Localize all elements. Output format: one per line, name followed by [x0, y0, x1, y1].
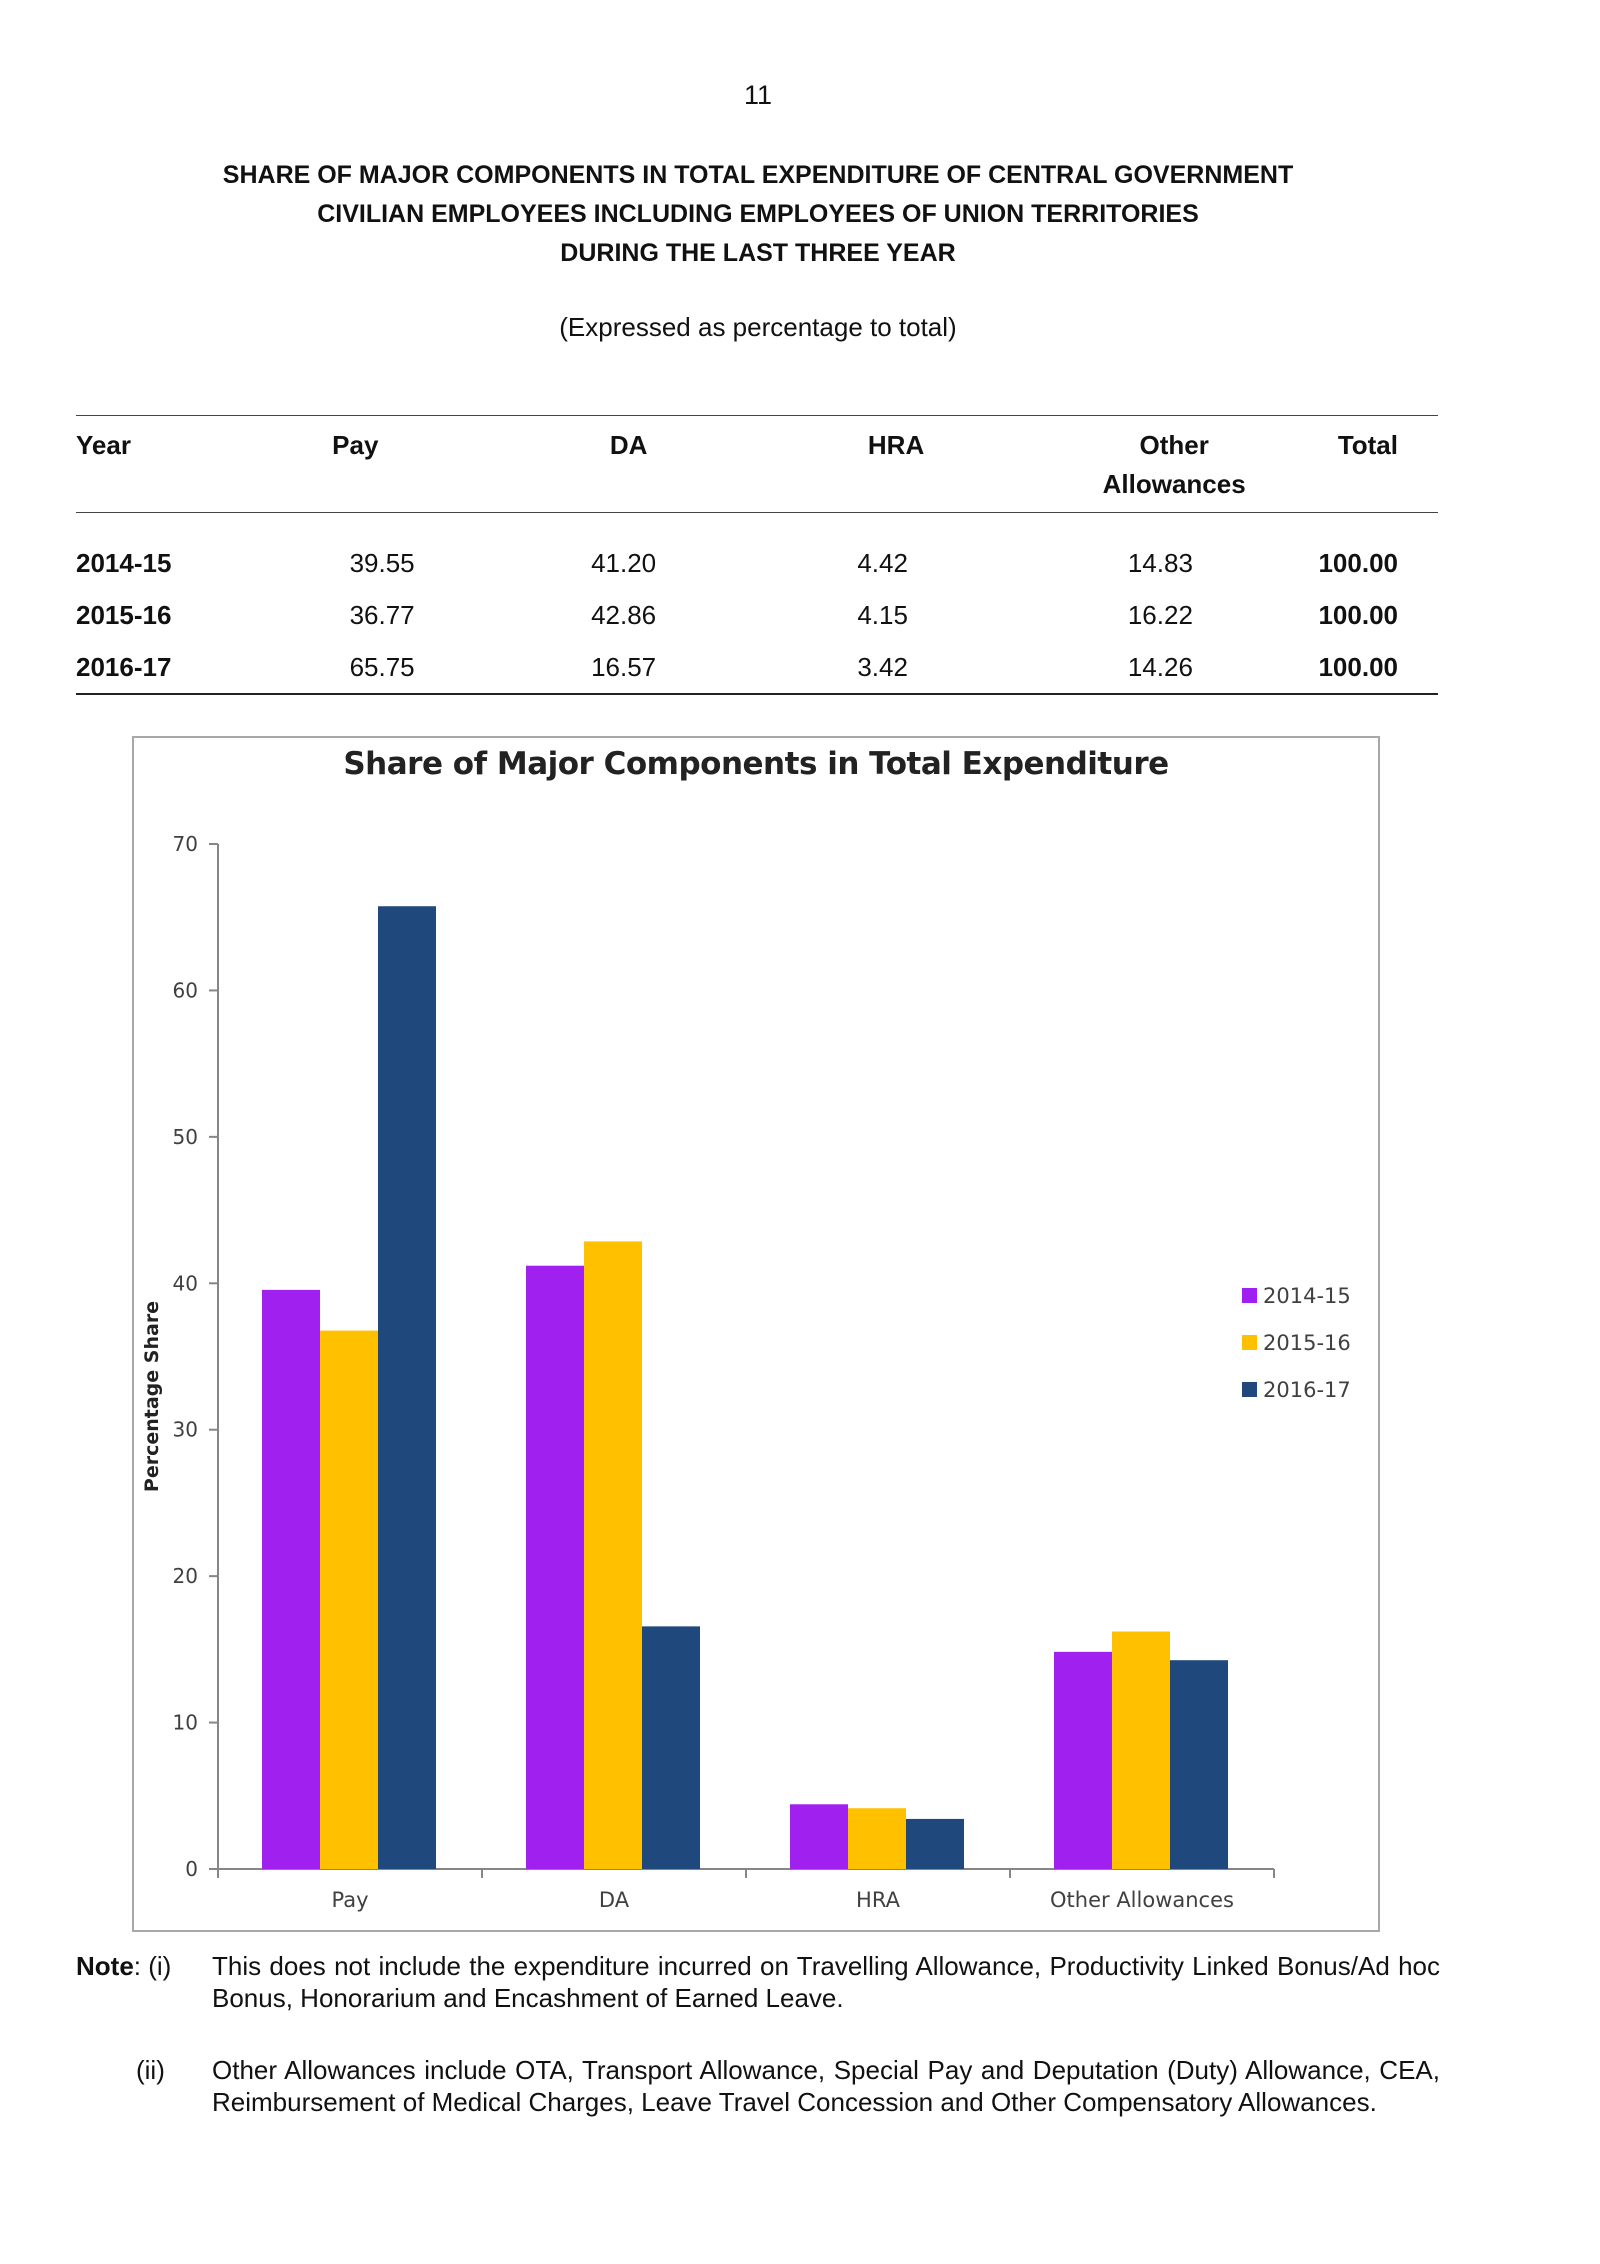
legend-swatch	[1242, 1288, 1257, 1303]
legend-label: 2014-15	[1263, 1284, 1351, 1308]
table-row: 2015-16 36.77 42.86 4.15 16.22 100.00	[76, 589, 1438, 641]
bar-chart: 0 10 20 30 40 50 60 70 Pay DA HRA Other Allowances P…	[141, 832, 1351, 1912]
header-other-line-2: Allowances	[1102, 469, 1246, 499]
y-tick-label: 20	[173, 1564, 198, 1588]
legend-swatch	[1242, 1335, 1257, 1350]
notes-section: Note: (i) This does not include the expe…	[76, 1950, 1440, 2118]
note-marker-ii: (ii)	[136, 2055, 165, 2085]
cell-hra: 4.15	[857, 599, 908, 630]
y-tick-label: 30	[173, 1418, 198, 1442]
y-tick-label: 50	[173, 1125, 198, 1149]
cell-total: 100.00	[1318, 651, 1398, 682]
legend-label: 2015-16	[1263, 1331, 1351, 1355]
y-tick-label: 40	[173, 1271, 198, 1295]
x-category-label: Other Allowances	[1050, 1888, 1234, 1912]
note-text-ii: Other Allowances include OTA, Transport …	[212, 2055, 1440, 2117]
cell-other: 14.26	[1127, 651, 1193, 682]
legend-label: 2016-17	[1263, 1378, 1351, 1402]
bar-2015-16-da	[584, 1241, 642, 1869]
header-other-line-1: Other	[1139, 430, 1209, 460]
note-number-i: : (i)	[133, 1951, 172, 1981]
bar-2014-15-hra	[790, 1804, 848, 1869]
table-header-row: Year Pay DA HRA Other Allowances Total	[76, 415, 1438, 513]
cell-pay: 39.55	[349, 547, 415, 578]
note-marker-i: Note: (i)	[76, 1950, 212, 2014]
title-line-1: SHARE OF MAJOR COMPONENTS IN TOTAL EXPEN…	[222, 161, 1294, 189]
table-row: 2016-17 65.75 16.57 3.42 14.26 100.00	[76, 641, 1438, 694]
cell-other: 16.22	[1127, 599, 1193, 630]
header-year: Year	[76, 430, 131, 460]
y-tick-label: 60	[173, 978, 198, 1002]
cell-year: 2016-17	[76, 651, 172, 682]
x-category-label: DA	[599, 1888, 630, 1912]
y-tick-label: 70	[173, 832, 198, 856]
cell-pay: 36.77	[349, 599, 415, 630]
header-hra: HRA	[867, 430, 925, 460]
table-row: 2014-15 39.55 41.20 4.42 14.83 100.00	[76, 513, 1438, 590]
bar-2014-15-da	[526, 1265, 584, 1869]
chart-frame	[132, 736, 1380, 1932]
header-da: DA	[609, 430, 648, 460]
chart-title: Share of Major Components in Total Expen…	[343, 746, 1169, 782]
bar-2014-15-other-allowances	[1054, 1651, 1112, 1869]
cell-total: 100.00	[1318, 547, 1398, 578]
title-line-2: CIVILIAN EMPLOYEES INCLUDING EMPLOYEES O…	[317, 200, 1199, 228]
cell-da: 16.57	[591, 651, 657, 682]
document-title: SHARE OF MAJOR COMPONENTS IN TOTAL EXPEN…	[0, 156, 1516, 273]
bar-2016-17-da	[642, 1626, 700, 1869]
note-item: Note: (i) This does not include the expe…	[76, 1950, 1440, 2014]
x-category-label: HRA	[856, 1888, 901, 1912]
cell-hra: 3.42	[857, 651, 908, 682]
expenditure-table: Year Pay DA HRA Other Allowances Total 2…	[76, 415, 1438, 695]
bar-2014-15-pay	[262, 1289, 320, 1869]
legend-swatch	[1242, 1382, 1257, 1397]
cell-da: 41.20	[591, 547, 657, 578]
document-subtitle: (Expressed as percentage to total)	[559, 312, 957, 342]
cell-year: 2015-16	[76, 599, 172, 630]
cell-year: 2014-15	[76, 547, 172, 578]
y-axis-title: Percentage Share	[141, 1301, 163, 1492]
bar-2016-17-other-allowances	[1170, 1660, 1228, 1869]
header-total: Total	[1337, 430, 1398, 460]
bar-2015-16-hra	[848, 1808, 906, 1869]
note-text-i: This does not include the expenditure in…	[212, 1951, 1440, 2013]
cell-da: 42.86	[591, 599, 657, 630]
note-item: (ii) Other Allowances include OTA, Trans…	[76, 2054, 1440, 2118]
y-tick-label: 0	[185, 1857, 198, 1881]
bar-2016-17-hra	[906, 1818, 964, 1869]
note-label: Note	[76, 1951, 134, 1981]
page-number: 11	[743, 80, 773, 110]
bar-2015-16-other-allowances	[1112, 1631, 1170, 1869]
cell-other: 14.83	[1127, 547, 1193, 578]
title-line-3: DURING THE LAST THREE YEAR	[560, 239, 956, 267]
bar-2016-17-pay	[378, 906, 436, 1869]
header-pay: Pay	[332, 430, 379, 460]
cell-total: 100.00	[1318, 599, 1398, 630]
header-other-allowances: Other Allowances	[1030, 416, 1319, 513]
cell-pay: 65.75	[349, 651, 415, 682]
bar-2015-16-pay	[320, 1330, 378, 1869]
y-tick-label: 10	[173, 1711, 198, 1735]
cell-hra: 4.42	[857, 547, 908, 578]
x-category-label: Pay	[331, 1888, 368, 1912]
